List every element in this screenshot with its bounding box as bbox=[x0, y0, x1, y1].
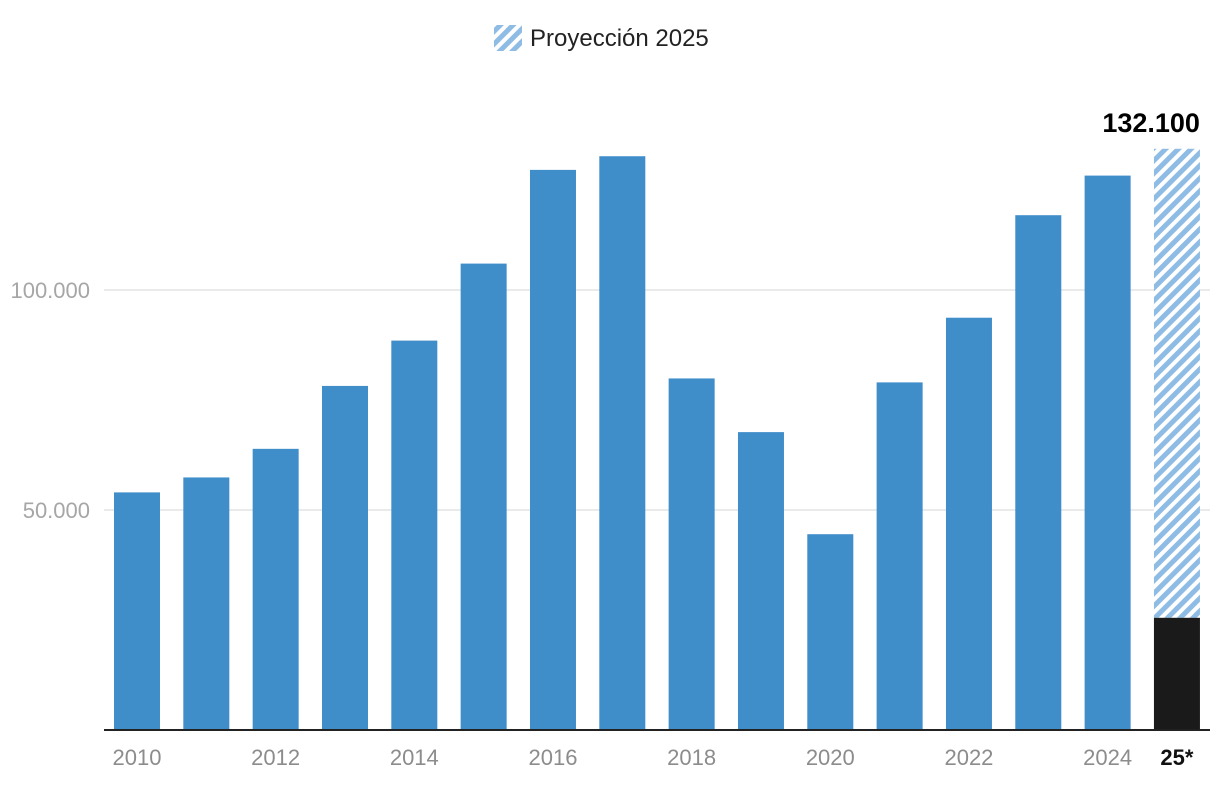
bar-2023 bbox=[1015, 215, 1062, 730]
bars: 132.100 bbox=[114, 108, 1200, 731]
y-tick-label: 50.000 bbox=[23, 498, 90, 523]
bar-2010 bbox=[114, 492, 160, 730]
x-tick-label: 2020 bbox=[806, 745, 855, 770]
legend-label-projection: Proyección 2025 bbox=[530, 25, 709, 52]
value-label-projection: 132.100 bbox=[1102, 108, 1200, 138]
bar-2022 bbox=[945, 317, 992, 730]
x-tick-label: 2018 bbox=[667, 745, 716, 770]
legend: Proyección 2025 bbox=[494, 25, 709, 52]
bar-2020 bbox=[807, 534, 854, 730]
x-tick-label: 2016 bbox=[529, 745, 578, 770]
y-tick-label: 100.000 bbox=[10, 278, 90, 303]
bar-projection-2025 bbox=[1153, 148, 1200, 618]
bar-2016 bbox=[529, 169, 576, 730]
x-axis-labels: 2010 2012 2014 2016 2018 2020 2022 2024 25* bbox=[113, 745, 1194, 770]
y-axis-ticks: 50.000 100.000 bbox=[10, 278, 90, 523]
bar-2012 bbox=[252, 448, 299, 730]
bar-2019 bbox=[737, 432, 784, 730]
bar-2017 bbox=[599, 156, 646, 731]
bar-actual-2025 bbox=[1153, 617, 1200, 730]
bar-2015 bbox=[460, 263, 507, 730]
x-tick-label: 2014 bbox=[390, 745, 439, 770]
x-tick-label: 2024 bbox=[1083, 745, 1132, 770]
bar-2021 bbox=[876, 382, 923, 730]
bar-2011 bbox=[183, 477, 230, 730]
bar-2013 bbox=[321, 385, 368, 730]
x-tick-label: 2022 bbox=[944, 745, 993, 770]
x-tick-label: 25* bbox=[1160, 745, 1193, 770]
bar-2018 bbox=[668, 378, 715, 730]
bar-2024 bbox=[1084, 175, 1131, 731]
x-tick-label: 2010 bbox=[113, 745, 162, 770]
legend-swatch-projection bbox=[494, 25, 522, 51]
x-tick-label: 2012 bbox=[251, 745, 300, 770]
bar-2014 bbox=[391, 340, 438, 730]
